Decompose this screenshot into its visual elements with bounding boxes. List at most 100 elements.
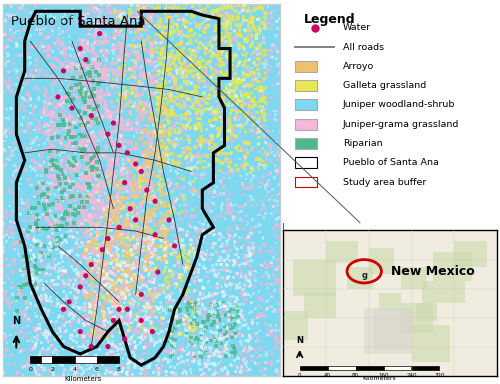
Point	[84, 240, 92, 246]
Point	[131, 49, 139, 55]
Point	[164, 217, 172, 223]
Point	[50, 259, 58, 265]
Point	[57, 88, 65, 94]
Point	[212, 343, 220, 349]
Point	[256, 212, 264, 218]
Point	[85, 366, 93, 372]
Point	[69, 86, 77, 92]
Point	[150, 297, 158, 303]
Point	[76, 208, 84, 214]
Point	[188, 79, 196, 85]
Point	[13, 189, 21, 195]
Point	[50, 216, 58, 222]
Point	[154, 369, 162, 375]
Point	[124, 258, 132, 264]
Text: 160: 160	[378, 372, 389, 378]
Point	[240, 88, 248, 94]
Point	[48, 184, 56, 190]
Point	[68, 162, 76, 168]
Point	[216, 147, 224, 153]
Point	[106, 297, 114, 303]
Point	[218, 274, 226, 280]
Point	[68, 106, 76, 113]
Point	[164, 67, 172, 73]
Point	[258, 162, 266, 168]
Point	[258, 174, 266, 180]
Point	[246, 278, 254, 285]
Point	[272, 266, 280, 273]
Point	[104, 77, 112, 83]
Point	[228, 138, 236, 144]
Point	[206, 312, 214, 318]
Point	[212, 91, 220, 98]
Point	[86, 73, 94, 79]
Point	[206, 335, 214, 341]
Point	[150, 39, 158, 45]
Point	[138, 276, 146, 283]
Point	[190, 305, 198, 311]
Point	[176, 330, 184, 336]
Point	[80, 111, 88, 117]
Point	[196, 9, 204, 15]
Point	[192, 164, 200, 170]
Point	[260, 205, 268, 212]
Point	[214, 258, 222, 264]
Point	[102, 248, 110, 254]
Point	[93, 42, 101, 48]
Point	[272, 250, 280, 257]
Point	[37, 165, 45, 171]
Point	[88, 246, 96, 252]
Point	[86, 197, 94, 204]
Point	[95, 317, 103, 323]
Point	[75, 343, 83, 349]
Point	[56, 152, 64, 159]
Point	[32, 205, 40, 211]
Point	[222, 346, 230, 352]
Point	[67, 364, 75, 371]
Point	[130, 187, 138, 193]
Point	[68, 248, 76, 254]
Point	[42, 85, 50, 91]
Point	[87, 198, 95, 204]
Point	[243, 38, 251, 44]
Point	[166, 164, 174, 170]
Point	[242, 2, 250, 8]
Point	[126, 205, 134, 211]
Point	[90, 34, 98, 40]
Point	[228, 362, 235, 369]
Point	[190, 301, 198, 307]
Point	[174, 321, 182, 327]
Point	[158, 30, 166, 36]
Point	[212, 8, 220, 14]
Point	[191, 225, 199, 231]
Point	[150, 8, 158, 14]
Point	[230, 114, 238, 121]
Point	[2, 208, 10, 214]
Point	[132, 294, 140, 300]
Point	[118, 365, 126, 371]
Point	[119, 77, 127, 83]
Point	[6, 37, 14, 43]
Point	[43, 335, 51, 341]
Point	[209, 351, 217, 357]
Point	[126, 141, 134, 147]
Point	[124, 364, 132, 370]
Point	[140, 275, 147, 281]
Point	[98, 192, 106, 198]
Point	[274, 223, 281, 229]
Point	[63, 216, 71, 222]
Point	[55, 266, 63, 272]
Point	[112, 127, 120, 133]
Point	[191, 88, 199, 94]
Point	[240, 71, 248, 77]
Point	[236, 319, 244, 325]
Point	[225, 330, 233, 336]
Point	[127, 237, 135, 243]
Point	[166, 128, 174, 134]
Point	[226, 137, 234, 143]
Point	[56, 101, 64, 108]
Point	[110, 179, 118, 185]
Point	[48, 48, 56, 54]
Point	[146, 193, 154, 199]
Point	[70, 161, 78, 167]
